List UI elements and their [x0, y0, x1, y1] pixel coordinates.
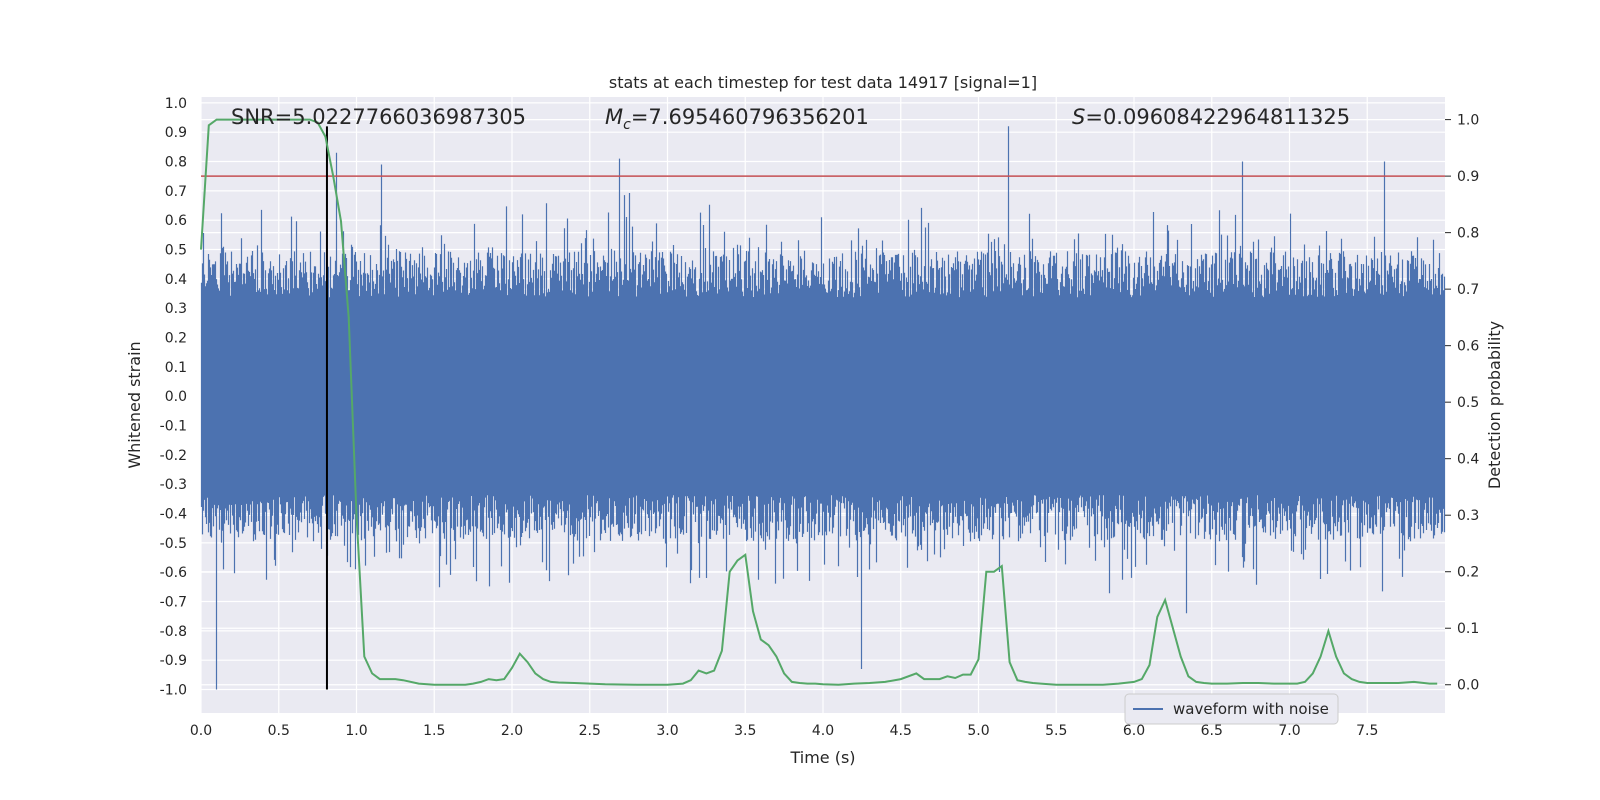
x-tick-label: 0.5: [268, 723, 290, 739]
y-left-tick-label: -1.0: [160, 683, 187, 699]
x-tick-labels: 0.0 0.5 1.0 1.5 2.0 2.5 3.0 3.5 4.0 4.5 5.0 5.5 6.0 6…: [190, 723, 1379, 739]
y-left-tick-label: -0.5: [160, 536, 187, 552]
y-left-tick-label: 0.2: [165, 331, 187, 347]
y-left-tick-label: -0.2: [160, 448, 187, 464]
legend: waveform with noise: [1124, 693, 1339, 725]
x-tick-label: 0.0: [190, 723, 212, 739]
y-right-tick-label: 0.9: [1457, 169, 1479, 185]
s-annotation: S=0.09608422964811325: [1072, 105, 1350, 129]
x-tick-label: 1.5: [423, 723, 445, 739]
x-tick-label: 3.5: [734, 723, 756, 739]
y-left-tick-label: -0.6: [160, 565, 187, 581]
x-axis-label: Time (s): [789, 748, 855, 767]
chart-title: stats at each timestep for test data 149…: [609, 73, 1037, 92]
y-left-tick-label: -0.7: [160, 595, 187, 611]
y-left-tick-label: -0.9: [160, 653, 187, 669]
y-axis-label-left: Whitened strain: [125, 341, 144, 468]
y-left-tick-label: 1.0: [165, 96, 187, 112]
y-right-tick-labels: 1.0 0.9 0.8 0.7 0.6 0.5 0.4 0.3 0.2 0.1 0.0: [1445, 113, 1479, 694]
y-left-tick-label: 0.4: [165, 272, 187, 288]
y-right-tick-label: 0.0: [1457, 678, 1479, 694]
y-left-tick-label: 0.7: [165, 184, 187, 200]
x-tick-label: 5.0: [967, 723, 989, 739]
y-left-tick-label: 0.1: [165, 360, 187, 376]
x-tick-label: 7.0: [1278, 723, 1300, 739]
y-right-tick-label: 0.6: [1457, 339, 1479, 355]
y-left-tick-label: 0.3: [165, 301, 187, 317]
y-left-tick-label: -0.1: [160, 419, 187, 435]
x-tick-label: 2.5: [579, 723, 601, 739]
x-tick-label: 6.5: [1201, 723, 1223, 739]
x-tick-label: 4.0: [812, 723, 834, 739]
y-left-tick-labels: 1.0 0.9 0.8 0.7 0.6 0.5 0.4 0.3 0.2 0.1 0.0 -0.1 -0.…: [160, 96, 187, 699]
x-tick-label: 6.0: [1123, 723, 1145, 739]
y-left-tick-label: 0.6: [165, 213, 187, 229]
legend-box: [1124, 693, 1339, 725]
y-left-tick-label: 0.0: [165, 389, 187, 405]
y-right-tick-label: 0.8: [1457, 226, 1479, 242]
snr-annotation: SNR=5.0227766036987305: [231, 105, 526, 129]
x-tick-label: 4.5: [890, 723, 912, 739]
y-left-tick-label: 0.9: [165, 125, 187, 141]
y-right-tick-label: 0.2: [1457, 565, 1479, 581]
waveform-series: [200, 126, 1446, 690]
y-right-tick-label: 0.5: [1457, 395, 1479, 411]
detection-probability-line: [200, 118, 1438, 686]
y-left-tick-label: -0.4: [160, 507, 187, 523]
y-right-tick-label: 0.7: [1457, 282, 1479, 298]
waveform-trace: [200, 126, 1446, 690]
y-left-tick-label: 0.5: [165, 243, 187, 259]
y-right-tick-label: 0.4: [1457, 452, 1479, 468]
y-right-tick-label: 0.3: [1457, 508, 1479, 524]
legend-label: waveform with noise: [1173, 700, 1329, 718]
y-axis-label-right: Detection probability: [1485, 321, 1504, 489]
y-right-tick-label: 1.0: [1457, 113, 1479, 129]
y-left-tick-label: -0.8: [160, 624, 187, 640]
x-tick-label: 1.0: [345, 723, 367, 739]
x-tick-label: 3.0: [656, 723, 678, 739]
x-tick-label: 2.0: [501, 723, 523, 739]
y-right-tick-label: 0.1: [1457, 621, 1479, 637]
x-tick-label: 5.5: [1045, 723, 1067, 739]
y-left-tick-label: 0.8: [165, 155, 187, 171]
y-left-tick-label: -0.3: [160, 477, 187, 493]
chirp-mass-annotation: Mc=7.695460796356201: [605, 105, 869, 133]
x-tick-label: 7.5: [1356, 723, 1378, 739]
